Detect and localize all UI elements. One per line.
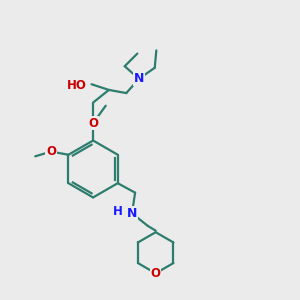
Text: O: O xyxy=(88,117,98,130)
Text: N: N xyxy=(134,72,144,86)
Text: O: O xyxy=(46,145,56,158)
Text: N: N xyxy=(127,207,137,220)
Text: H: H xyxy=(113,205,123,218)
Text: O: O xyxy=(151,267,161,280)
Text: HO: HO xyxy=(67,79,87,92)
